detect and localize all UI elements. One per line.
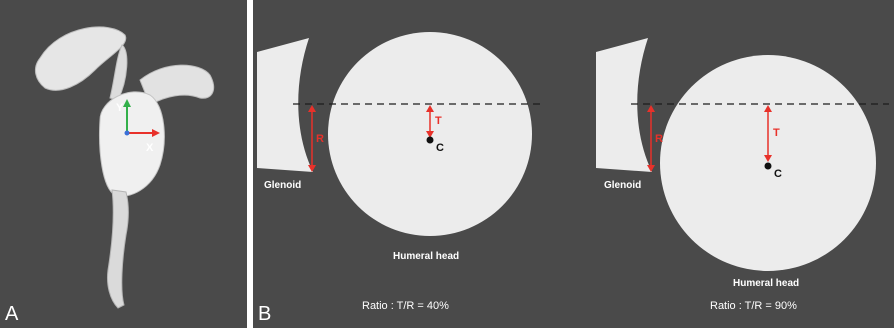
right-r-arrowhead-bottom <box>647 165 655 172</box>
origin-point <box>124 130 130 136</box>
acromion-shape <box>34 26 127 91</box>
scapular-spine-shape <box>139 64 215 106</box>
panel-b: R T C Glenoid Humeral head Ratio : T/R =… <box>253 0 894 328</box>
left-humeral-label: Humeral head <box>393 251 460 262</box>
left-r-arrowhead-bottom <box>308 165 316 172</box>
right-humeral-label: Humeral head <box>733 278 800 289</box>
right-r-label: R <box>655 133 663 145</box>
left-ratio-text: Ratio : T/R = 40% <box>362 300 449 312</box>
left-center-point <box>426 136 434 144</box>
left-c-label: C <box>436 142 444 154</box>
left-t-label: T <box>435 115 442 127</box>
left-t-arrowhead-top <box>426 105 434 112</box>
humeral-diagram <box>257 32 889 271</box>
scapula-model <box>34 26 215 309</box>
left-t-arrowhead-bottom <box>426 131 434 138</box>
axis-y-label: Y <box>116 102 124 114</box>
left-glenoid-label: Glenoid <box>264 180 302 191</box>
panel-b-letter: B <box>258 303 272 325</box>
right-ratio-text: Ratio : T/R = 90% <box>710 300 797 312</box>
right-glenoid-label: Glenoid <box>604 180 642 191</box>
right-t-arrowhead-bottom <box>764 155 772 162</box>
left-r-arrowhead-top <box>308 105 316 112</box>
right-c-label: C <box>774 168 782 180</box>
right-t-label: T <box>773 127 780 139</box>
left-r-label: R <box>316 133 324 145</box>
right-center-point <box>764 162 772 170</box>
right-glenoid-shape <box>596 38 652 172</box>
y-axis-arrowhead <box>123 99 131 107</box>
panel-a: Y X A <box>0 0 247 328</box>
axis-x-label: X <box>146 142 154 154</box>
x-axis-arrowhead <box>152 129 160 137</box>
panel-a-letter: A <box>5 303 19 325</box>
left-glenoid-shape <box>257 38 313 172</box>
lateral-border-shape <box>107 189 129 309</box>
glenoid-body-shape <box>99 91 165 197</box>
right-t-arrowhead-top <box>764 105 772 112</box>
right-r-arrowhead-top <box>647 105 655 112</box>
